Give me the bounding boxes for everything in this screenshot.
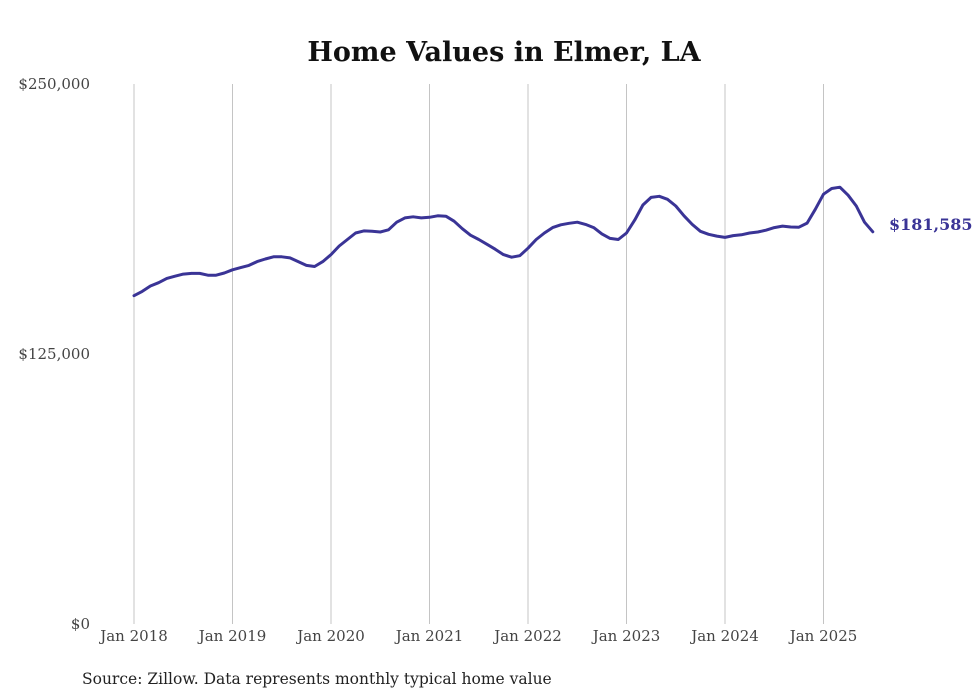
x-axis-ticks: Jan 2018 Jan 2019 Jan 2020 Jan 2021 Jan 2022… xyxy=(98,627,857,645)
grid-lines xyxy=(133,84,824,624)
x-tick-label: Jan 2023 xyxy=(591,627,661,645)
y-tick-label: $0 xyxy=(71,615,90,633)
source-note: Source: Zillow. Data represents monthly … xyxy=(82,670,552,688)
chart-title: Home Values in Elmer, LA xyxy=(307,37,701,68)
x-tick-label: Jan 2018 xyxy=(98,627,168,645)
x-tick-label: Jan 2020 xyxy=(295,627,365,645)
x-tick-label: Jan 2025 xyxy=(788,627,858,645)
home-value-line xyxy=(132,185,875,298)
x-tick-label: Jan 2022 xyxy=(492,627,562,645)
y-axis-ticks: $0 $125,000 $250,000 xyxy=(18,75,90,633)
x-tick-label: Jan 2021 xyxy=(394,627,464,645)
y-tick-label: $250,000 xyxy=(18,75,90,93)
x-tick-label: Jan 2024 xyxy=(689,627,759,645)
y-tick-label: $125,000 xyxy=(18,345,90,363)
x-tick-label: Jan 2019 xyxy=(197,627,267,645)
last-value-label: $181,585 xyxy=(889,215,973,234)
